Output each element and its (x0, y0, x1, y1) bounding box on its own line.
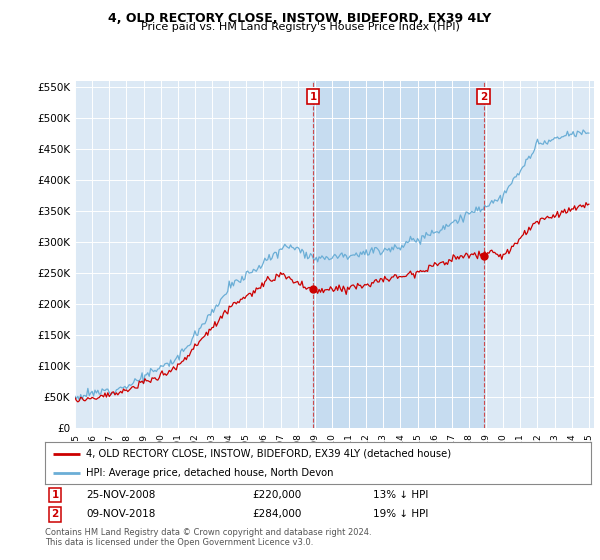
Text: 4, OLD RECTORY CLOSE, INSTOW, BIDEFORD, EX39 4LY: 4, OLD RECTORY CLOSE, INSTOW, BIDEFORD, … (109, 12, 491, 25)
Bar (313, 81, 484, 428)
Text: 1: 1 (52, 490, 59, 500)
Text: 19% ↓ HPI: 19% ↓ HPI (373, 509, 428, 519)
Text: 13% ↓ HPI: 13% ↓ HPI (373, 490, 428, 500)
Text: 09-NOV-2018: 09-NOV-2018 (86, 509, 155, 519)
Text: Price paid vs. HM Land Registry's House Price Index (HPI): Price paid vs. HM Land Registry's House … (140, 22, 460, 32)
Text: Contains HM Land Registry data © Crown copyright and database right 2024.
This d: Contains HM Land Registry data © Crown c… (45, 528, 371, 547)
Text: 1: 1 (310, 92, 317, 102)
Text: 2: 2 (52, 509, 59, 519)
Text: 25-NOV-2008: 25-NOV-2008 (86, 490, 155, 500)
Text: HPI: Average price, detached house, North Devon: HPI: Average price, detached house, Nort… (86, 468, 334, 478)
Text: £284,000: £284,000 (253, 509, 302, 519)
Text: 4, OLD RECTORY CLOSE, INSTOW, BIDEFORD, EX39 4LY (detached house): 4, OLD RECTORY CLOSE, INSTOW, BIDEFORD, … (86, 449, 451, 459)
Text: £220,000: £220,000 (253, 490, 302, 500)
Text: 2: 2 (480, 92, 487, 102)
